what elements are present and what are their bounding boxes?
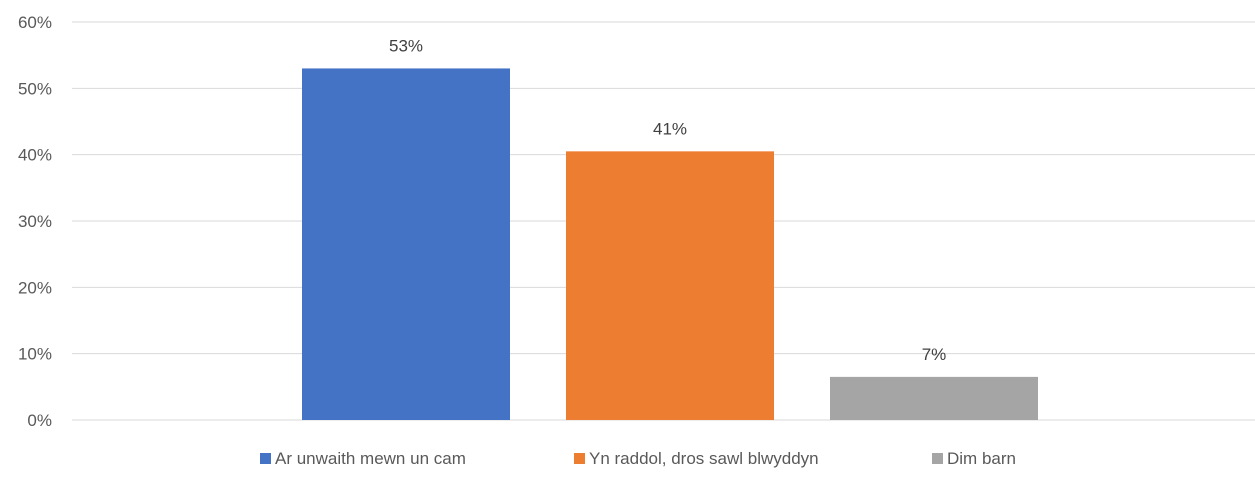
legend-swatch <box>932 453 943 464</box>
legend-entry: Dim barn <box>947 449 1016 468</box>
data-label: 53% <box>389 36 423 55</box>
y-tick-label: 60% <box>18 13 52 32</box>
y-tick-label: 10% <box>18 345 52 364</box>
legend-swatch <box>260 453 271 464</box>
data-labels: 53% 41% 7% <box>389 36 946 363</box>
y-tick-label: 50% <box>18 79 52 98</box>
y-axis: 0% 10% 20% 30% 40% 50% 60% <box>18 13 52 430</box>
y-tick-label: 30% <box>18 212 52 231</box>
legend-entry: Ar unwaith mewn un cam <box>275 449 466 468</box>
bar <box>302 68 510 420</box>
y-tick-label: 0% <box>27 411 52 430</box>
bar <box>830 376 1038 420</box>
data-label: 7% <box>922 345 947 364</box>
legend-entry: Yn raddol, dros sawl blwyddyn <box>589 449 819 468</box>
y-tick-label: 40% <box>18 146 52 165</box>
legend: Ar unwaith mewn un cam Yn raddol, dros sa… <box>260 449 1016 468</box>
legend-swatch <box>574 453 585 464</box>
bars <box>302 68 1038 420</box>
y-tick-label: 20% <box>18 278 52 297</box>
bar <box>566 151 774 420</box>
data-label: 41% <box>653 119 687 138</box>
